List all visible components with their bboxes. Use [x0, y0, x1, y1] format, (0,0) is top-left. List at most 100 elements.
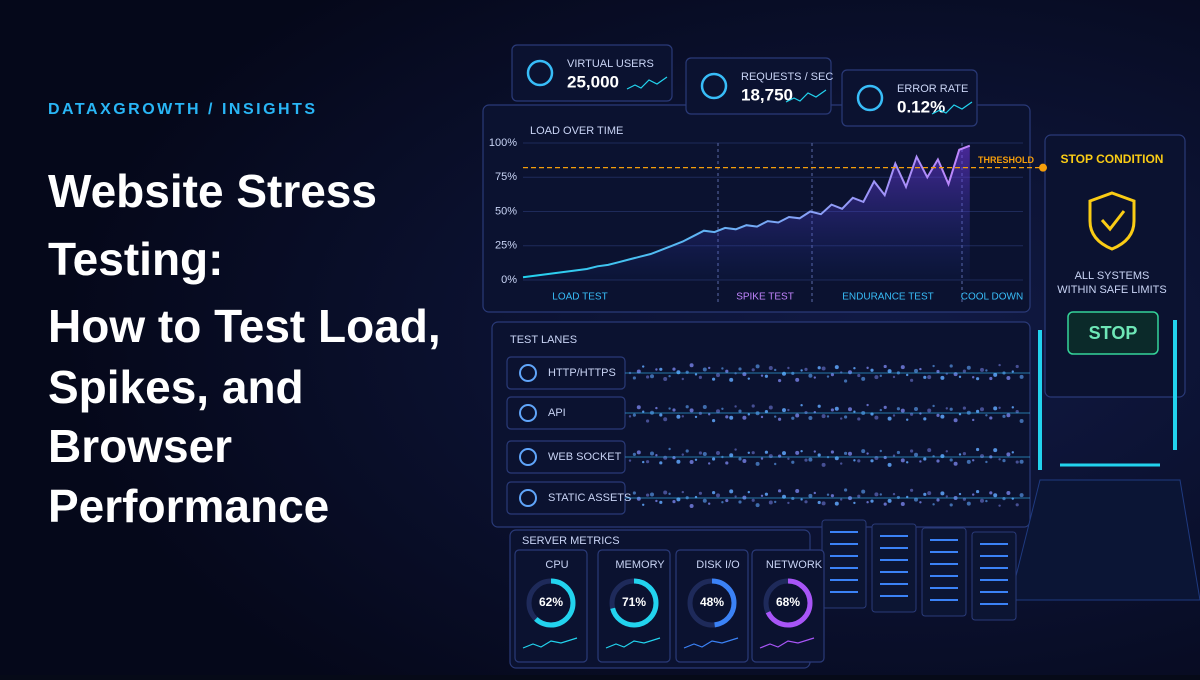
lane-particle — [760, 494, 764, 497]
lane-particle — [927, 491, 932, 496]
lane-particle — [1015, 503, 1019, 507]
lane-particle — [840, 498, 843, 501]
lane-particle — [681, 453, 684, 456]
rack — [871, 523, 917, 613]
lane-particle — [1006, 452, 1011, 457]
lane-particle — [725, 498, 729, 503]
y-tick-label: 100% — [489, 137, 517, 149]
lane-particle — [958, 413, 962, 416]
lane-particle — [760, 374, 764, 377]
rack — [971, 531, 1017, 621]
lanes-title: TEST LANES — [510, 334, 577, 346]
lane-particle — [655, 368, 658, 371]
lane-particle — [958, 375, 962, 379]
stat-card — [685, 57, 832, 115]
lane-particle — [672, 408, 676, 412]
lane-particle — [870, 368, 874, 372]
lane-particle — [887, 498, 892, 503]
lane-particle — [751, 368, 755, 372]
lane-particle — [953, 461, 958, 466]
lane-particle — [774, 415, 777, 418]
lane-particle — [751, 498, 755, 502]
lane-particle — [791, 460, 795, 464]
lane-particle — [887, 462, 892, 467]
metrics-title: SERVER METRICS — [522, 535, 620, 547]
lane-particle — [768, 405, 773, 410]
lane-particle — [787, 366, 790, 370]
lane-particle — [672, 367, 676, 371]
lane-particle — [642, 503, 645, 506]
lane-particle — [848, 407, 852, 412]
lane-particle — [936, 413, 940, 417]
gauge-label: 68% — [776, 595, 800, 609]
lane-particle — [702, 367, 707, 372]
lane-particle — [747, 490, 750, 494]
stop-button[interactable] — [1067, 311, 1159, 355]
stat-label: REQUESTS / SEC — [741, 71, 833, 83]
lane-particle — [958, 492, 962, 496]
lane-particle — [932, 364, 935, 368]
lane-particle — [685, 449, 689, 453]
lane-particle — [972, 493, 975, 496]
lane-particle — [646, 419, 650, 423]
lane-particle — [642, 365, 645, 368]
lane-particle — [993, 372, 998, 377]
lane-particle — [659, 500, 663, 504]
lane-particle — [795, 450, 800, 455]
lane-particle — [896, 407, 901, 411]
lane-particle — [936, 459, 940, 463]
gauge-arc — [687, 578, 737, 628]
lane-particle — [708, 413, 711, 416]
lane-particle — [716, 493, 720, 498]
metric-name: NETWORK — [766, 559, 823, 571]
lane-particle — [998, 504, 1001, 507]
lane-particle — [636, 496, 641, 501]
stat-value: 25,000 — [567, 72, 619, 91]
lane-particle — [712, 419, 716, 423]
lane-particle — [689, 408, 694, 413]
lane-particle — [764, 409, 769, 414]
lane-particle — [698, 451, 703, 455]
lane-icon — [519, 404, 537, 422]
lane-particle — [853, 367, 856, 370]
metric-spark — [522, 637, 578, 649]
lane-particle — [764, 450, 769, 454]
lane-particle — [632, 452, 637, 456]
title-line: Performance — [48, 480, 329, 532]
lane-particle — [949, 458, 953, 462]
lane-particle — [874, 375, 879, 380]
gauge-arc — [763, 578, 813, 628]
server-racks — [821, 519, 1017, 621]
lane-particle — [953, 418, 958, 423]
lane-particle — [936, 498, 940, 502]
shield-icon — [1088, 191, 1136, 251]
lane-particle — [940, 414, 945, 419]
metric-spark — [759, 637, 815, 649]
lane-particle — [650, 374, 654, 379]
lane-particle — [689, 503, 694, 508]
lane-particle — [1006, 491, 1011, 496]
lane-particle — [906, 418, 909, 421]
lane-particle — [919, 367, 922, 371]
stop-button-label[interactable]: STOP — [1089, 323, 1138, 343]
lane-particle — [721, 501, 724, 504]
lane-particle — [663, 455, 668, 460]
lane-particle — [892, 492, 896, 496]
lane-particle — [985, 460, 988, 464]
lane-particle — [900, 458, 905, 463]
phase-label: LOAD TEST — [552, 292, 607, 303]
lane-particle — [778, 378, 782, 383]
lane-particle — [676, 414, 681, 419]
area — [523, 145, 970, 280]
lane-particle — [782, 408, 786, 413]
lane-label: API — [548, 407, 566, 419]
metric-card — [675, 549, 749, 663]
lane-particle — [795, 489, 800, 494]
lane-particle — [879, 408, 882, 412]
lane-particle — [646, 375, 650, 379]
lane-particle — [778, 417, 782, 421]
lane-particle — [817, 453, 821, 457]
lane-particle — [751, 451, 755, 455]
lane-particle — [774, 500, 777, 504]
lane-particle — [721, 407, 724, 410]
